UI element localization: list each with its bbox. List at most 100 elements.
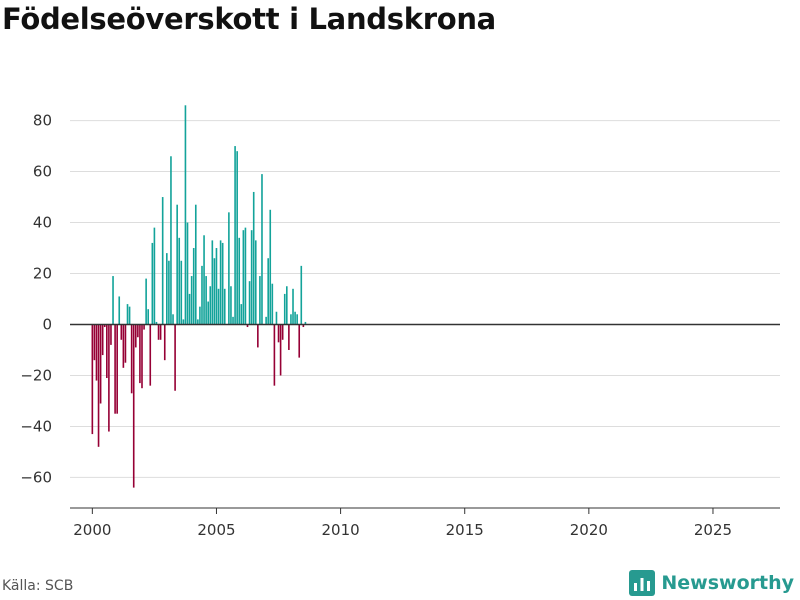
bar (271, 283, 274, 325)
x-axis-ticks: 2000 2005 2010 2015 2020 2025 (73, 508, 732, 539)
bar (209, 286, 212, 325)
bar (304, 321, 307, 325)
bar (116, 324, 118, 414)
y-tick-label: 0 (42, 315, 52, 333)
bar (238, 237, 241, 325)
bar (269, 209, 272, 325)
source-label: Källa: SCB (2, 578, 74, 594)
bar (279, 324, 282, 376)
bar (172, 314, 174, 325)
bar (254, 240, 257, 325)
bar (103, 324, 106, 328)
chart-title: Födelseöverskott i Landskrona (2, 2, 496, 36)
bar (248, 281, 251, 325)
bar (257, 324, 259, 348)
bar (151, 242, 154, 325)
bar (215, 248, 218, 325)
bar (176, 204, 178, 325)
x-tick-label: 2000 (73, 521, 111, 539)
bar (178, 237, 181, 325)
gridlines (70, 120, 780, 478)
x-tick-label: 2005 (197, 521, 235, 539)
bar (159, 324, 162, 340)
bar (120, 324, 123, 340)
bar (302, 324, 305, 328)
bar (265, 316, 267, 325)
bar (244, 227, 247, 325)
bar (163, 324, 166, 361)
y-tick-label: 20 (33, 265, 52, 283)
bar (99, 324, 102, 404)
bar (174, 324, 176, 391)
bar (112, 276, 114, 325)
bar (201, 265, 203, 325)
bar (118, 296, 121, 325)
bar (126, 304, 129, 325)
bar (137, 324, 139, 338)
bar (242, 230, 245, 325)
bar (228, 212, 230, 325)
bar (261, 174, 263, 325)
bar (128, 306, 131, 325)
bar (186, 222, 189, 325)
bar (188, 293, 191, 325)
bar (236, 151, 238, 325)
bar (147, 309, 150, 325)
bar (149, 324, 152, 386)
bar (207, 301, 210, 325)
x-tick-label: 2010 (322, 521, 360, 539)
bar (273, 324, 276, 386)
y-tick-label: 80 (33, 112, 52, 130)
bar (108, 324, 110, 432)
bar (143, 324, 145, 330)
newsworthy-logo-icon (629, 570, 656, 596)
bar (184, 105, 187, 325)
bar (153, 227, 156, 325)
x-tick-label: 2025 (694, 521, 732, 539)
bar (157, 324, 160, 340)
y-tick-label: −20 (20, 366, 52, 384)
bar (283, 293, 286, 325)
bar (292, 288, 294, 325)
bar (180, 260, 183, 325)
bar (141, 324, 143, 389)
bars (91, 105, 307, 488)
bar (110, 324, 112, 345)
bar (281, 324, 284, 340)
bar (192, 248, 195, 325)
bar (95, 324, 98, 381)
bar (217, 288, 220, 325)
bar (166, 253, 168, 325)
bar (213, 258, 216, 325)
bar (139, 324, 141, 384)
bar (277, 324, 280, 343)
bar (246, 324, 249, 328)
bar (168, 260, 170, 325)
y-axis-ticks: 80 60 40 20 0 −20 −40 −60 (20, 112, 52, 487)
bar (290, 314, 292, 325)
bar (240, 304, 243, 325)
bar (145, 278, 147, 325)
bar (296, 314, 298, 325)
bar (106, 324, 108, 379)
x-tick-label: 2020 (570, 521, 608, 539)
bar (230, 286, 232, 325)
bar (132, 324, 135, 488)
bar (232, 316, 234, 325)
bar (298, 324, 301, 358)
y-tick-label: −60 (20, 468, 52, 486)
bar (114, 324, 116, 414)
bar (122, 324, 125, 368)
bar (134, 324, 137, 348)
bar (161, 197, 164, 325)
bar (211, 240, 214, 325)
bar (194, 204, 197, 325)
y-tick-label: −40 (20, 417, 52, 435)
bar (91, 324, 94, 435)
bar (275, 311, 278, 325)
brand-logo: Newsworthy (629, 570, 794, 596)
bar (182, 319, 185, 325)
bar (234, 146, 236, 325)
bar (223, 288, 226, 325)
